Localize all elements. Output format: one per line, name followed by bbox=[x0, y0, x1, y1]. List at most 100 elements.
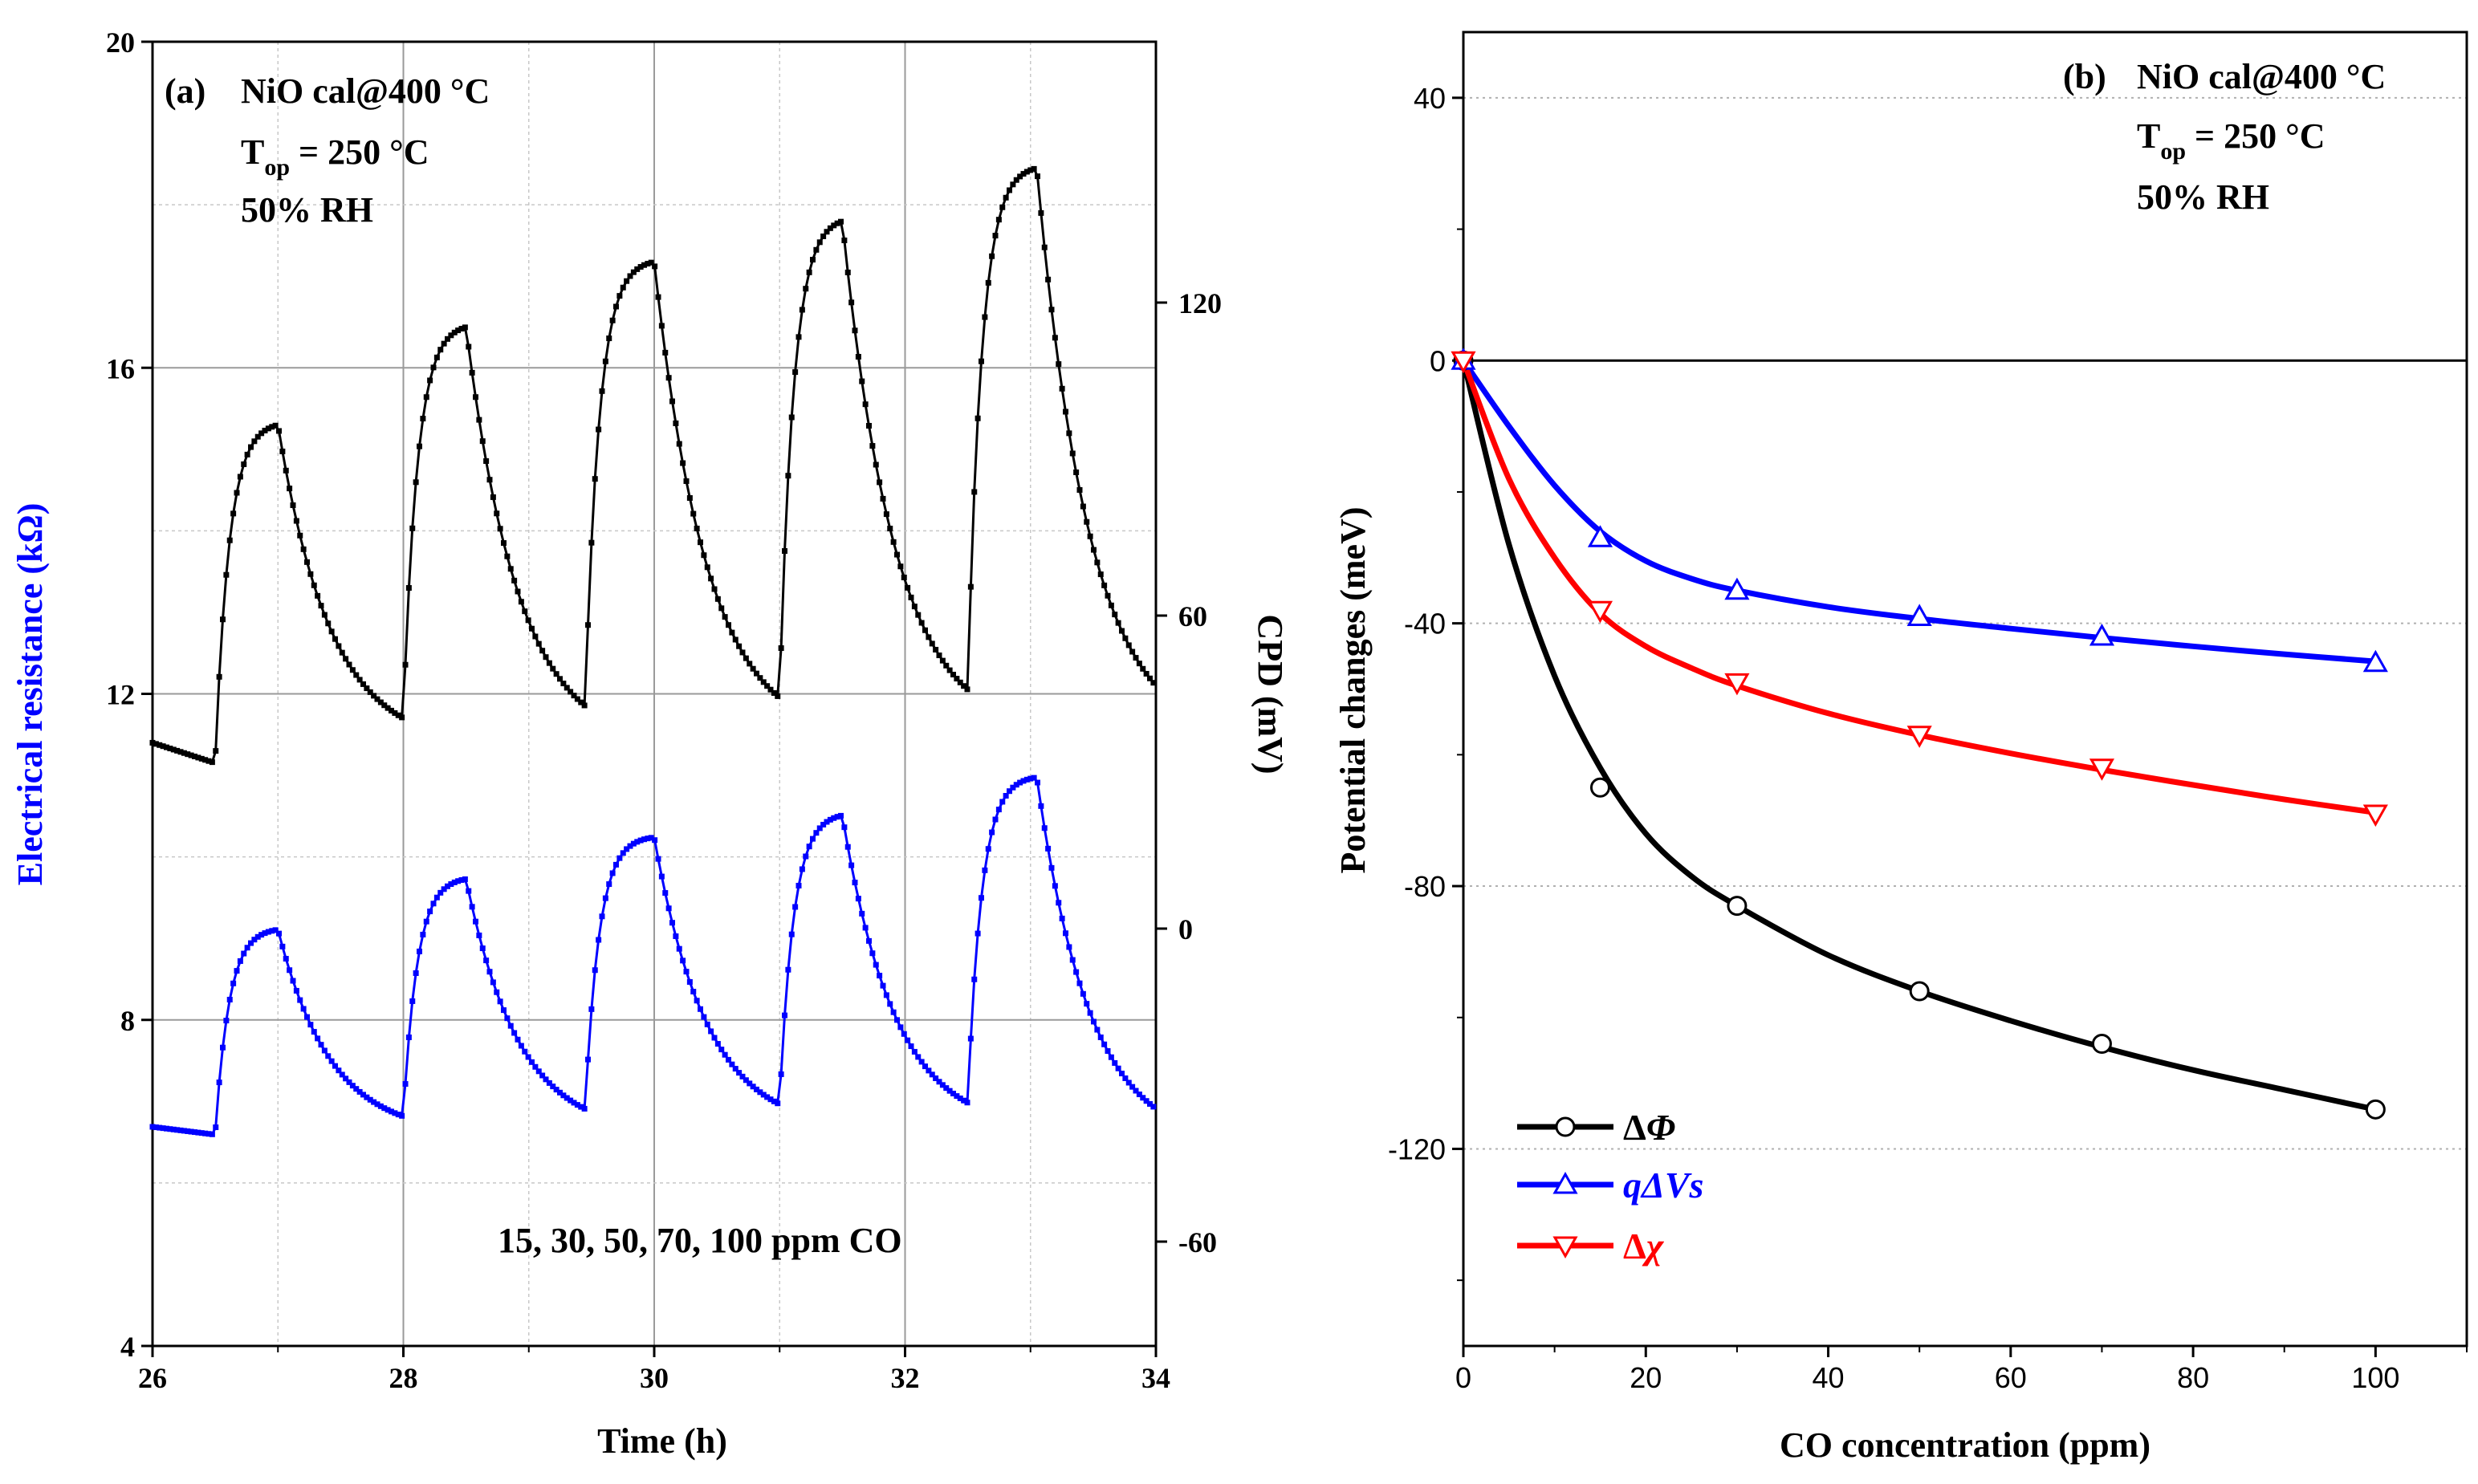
resistance-point bbox=[311, 582, 317, 588]
resistance-point bbox=[564, 685, 570, 691]
point-dchi bbox=[1451, 351, 1476, 374]
cpd-point bbox=[1027, 775, 1034, 782]
cpd-point bbox=[522, 1048, 528, 1055]
resistance-point bbox=[785, 473, 791, 479]
resistance-point bbox=[1003, 194, 1009, 201]
cpd-point bbox=[939, 1082, 946, 1088]
resistance-point bbox=[1023, 169, 1030, 175]
resistance-point bbox=[764, 683, 771, 689]
resistance-point bbox=[1066, 430, 1072, 437]
resistance-point bbox=[711, 586, 718, 592]
cpd-point bbox=[726, 1056, 731, 1063]
resistance-point bbox=[332, 636, 338, 642]
resistance-point bbox=[479, 438, 486, 445]
cpd-point bbox=[581, 1105, 588, 1112]
cpd-point bbox=[999, 799, 1006, 805]
cpd-point bbox=[637, 837, 644, 844]
resistance-point bbox=[574, 696, 580, 702]
resistance-point bbox=[466, 344, 472, 350]
cpd-point bbox=[732, 1066, 739, 1072]
cpd-point bbox=[297, 997, 303, 1003]
cpd-point bbox=[311, 1029, 317, 1035]
cpd-point bbox=[160, 1125, 166, 1132]
resistance-point bbox=[1097, 571, 1104, 578]
cpd-point bbox=[827, 816, 833, 823]
b-y-tick-label--40: -40 bbox=[1404, 608, 1446, 640]
resistance-point bbox=[346, 661, 352, 668]
resistance-point bbox=[185, 751, 191, 758]
resistance-point bbox=[592, 476, 598, 482]
cpd-point bbox=[209, 1131, 215, 1137]
cpd-point bbox=[648, 835, 654, 841]
resistance-point bbox=[290, 502, 296, 508]
resistance-point bbox=[377, 699, 384, 705]
cpd-point bbox=[760, 1092, 767, 1098]
resistance-point bbox=[901, 574, 907, 580]
cpd-point bbox=[205, 1131, 212, 1137]
cpd-point bbox=[665, 905, 672, 912]
resistance-point bbox=[714, 596, 721, 602]
cpd-point bbox=[571, 1100, 577, 1106]
cpd-point bbox=[164, 1125, 169, 1132]
cpd-point bbox=[834, 814, 840, 820]
cpd-point bbox=[451, 879, 458, 885]
cpd-point bbox=[873, 962, 879, 968]
cpd-point bbox=[862, 925, 869, 931]
cpd-point bbox=[1003, 793, 1009, 799]
cpd-point bbox=[511, 1030, 518, 1036]
cpd-point bbox=[852, 880, 858, 886]
panel-a-annot-line2: Top = 250 °C bbox=[241, 132, 429, 181]
resistance-point bbox=[982, 314, 988, 320]
resistance-point bbox=[971, 489, 978, 495]
cpd-point bbox=[360, 1092, 366, 1098]
resistance-point bbox=[1122, 635, 1129, 641]
resistance-point bbox=[234, 490, 240, 496]
resistance-point bbox=[795, 334, 802, 340]
cpd-point bbox=[954, 1093, 960, 1100]
cpd-point bbox=[708, 1028, 714, 1035]
cpd-point bbox=[1066, 944, 1072, 950]
resistance-point bbox=[1056, 361, 1062, 368]
resistance-point bbox=[883, 511, 889, 518]
resistance-point bbox=[665, 375, 672, 381]
resistance-point bbox=[149, 739, 156, 746]
cpd-point bbox=[894, 1017, 900, 1023]
cpd-point bbox=[971, 976, 978, 982]
resistance-point bbox=[844, 269, 851, 275]
fit-dchi bbox=[1460, 357, 2378, 815]
cpd-point bbox=[336, 1067, 342, 1074]
b-x-tick-label-100: 100 bbox=[2351, 1361, 2399, 1394]
fit-dphi bbox=[1460, 357, 2378, 1112]
cpd-point bbox=[848, 862, 855, 868]
resistance-point bbox=[272, 422, 279, 429]
resistance-point bbox=[1045, 276, 1052, 283]
b-y-tick-label--80: -80 bbox=[1404, 870, 1446, 903]
cpd-point bbox=[1048, 864, 1055, 871]
x-tick-label-26: 26 bbox=[138, 1362, 167, 1394]
cpd-point bbox=[1097, 1034, 1104, 1040]
panel-b-annot-rest: = 250 °C bbox=[2186, 116, 2325, 156]
cpd-point bbox=[167, 1126, 173, 1132]
cpd-point bbox=[560, 1092, 567, 1099]
resistance-point bbox=[1143, 670, 1149, 677]
x-tick-label-30: 30 bbox=[640, 1362, 669, 1394]
resistance-point bbox=[673, 420, 679, 426]
cpd-point bbox=[437, 889, 444, 896]
cpd-point bbox=[782, 1012, 787, 1018]
cpd-point bbox=[381, 1105, 388, 1112]
resistance-point bbox=[683, 478, 690, 484]
cpd-point bbox=[992, 816, 999, 823]
cpd-point bbox=[269, 928, 275, 934]
cpd-point bbox=[304, 1014, 310, 1020]
resistance-point bbox=[336, 643, 342, 649]
resistance-point bbox=[613, 303, 619, 310]
cpd-point bbox=[364, 1094, 370, 1100]
cpd-point bbox=[448, 881, 454, 888]
resistance-point bbox=[174, 747, 181, 754]
panel-b-legend: ΔΦ qΔVs Δχ bbox=[1517, 1107, 1703, 1266]
resistance-point bbox=[985, 279, 991, 286]
cpd-point bbox=[883, 992, 889, 998]
resistance-point bbox=[859, 378, 865, 384]
fit-qdvs bbox=[1460, 357, 2378, 665]
